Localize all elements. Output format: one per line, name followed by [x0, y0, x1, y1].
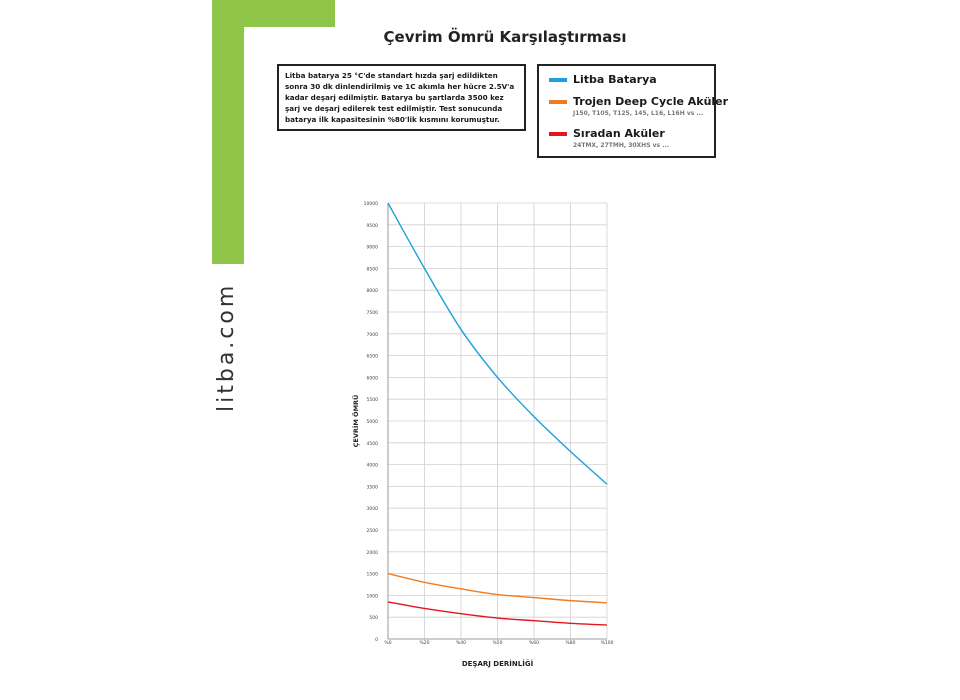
- y-tick-label: 5000: [367, 419, 379, 425]
- y-axis-label: ÇEVRİM ÖMRÜ: [351, 395, 360, 448]
- y-tick-label: 10000: [364, 201, 378, 207]
- x-tick-label: %80: [565, 640, 575, 646]
- y-tick-label: 9000: [367, 245, 379, 251]
- legend-swatch: [549, 78, 567, 82]
- series-line-1: [387, 572, 608, 604]
- series-line-2: [387, 601, 608, 626]
- x-tick-label: %50: [492, 640, 502, 646]
- legend-swatch: [549, 132, 567, 136]
- x-tick-label: %20: [419, 640, 429, 646]
- x-tick-label: %60: [529, 640, 539, 646]
- legend-label: Litba Batarya: [573, 73, 657, 86]
- y-tick-label: 500: [369, 615, 378, 621]
- x-tick-label: %100: [601, 640, 614, 646]
- x-tick-label: %0: [384, 640, 391, 646]
- y-tick-label: 7000: [367, 332, 379, 338]
- y-tick-label: 9500: [367, 223, 379, 229]
- y-tick-label: 2500: [367, 528, 379, 534]
- accent-bar-vertical: [212, 0, 244, 264]
- legend-label: Trojen Deep Cycle Aküler: [573, 95, 729, 108]
- legend-sublabel: 24TMX, 27TMH, 30XHS vs ...: [573, 142, 670, 149]
- y-tick-label: 0: [375, 637, 378, 643]
- y-tick-label: 1000: [367, 593, 379, 599]
- y-tick-label: 2000: [367, 550, 379, 556]
- y-tick-label: 5500: [367, 397, 379, 403]
- y-tick-label: 7500: [367, 310, 379, 316]
- test-note: Litba batarya 25 °C'de standart hızda şa…: [277, 64, 526, 131]
- legend-sublabel: J150, T105, T125, 145, L16, L16H vs ...: [573, 110, 704, 117]
- y-tick-label: 1500: [367, 572, 379, 578]
- chart-legend: Litba Batarya Trojen Deep Cycle Aküler J…: [537, 64, 728, 158]
- y-tick-label: 8000: [367, 288, 379, 294]
- y-tick-label: 3500: [367, 484, 379, 490]
- y-tick-label: 6000: [367, 375, 379, 381]
- y-tick-label: 6500: [367, 354, 379, 360]
- series-line-0: [387, 202, 608, 485]
- x-tick-label: %40: [456, 640, 466, 646]
- y-tick-label: 8500: [367, 266, 379, 272]
- legend-label: Sıradan Aküler: [573, 127, 665, 140]
- x-axis-label: DEŞARJ DERİNLİĞİ: [462, 659, 533, 668]
- y-tick-label: 4000: [367, 463, 379, 469]
- y-tick-label: 3000: [367, 506, 379, 512]
- chart-title: Çevrim Ömrü Karşılaştırması: [383, 28, 627, 46]
- y-tick-label: 4500: [367, 441, 379, 447]
- legend-swatch: [549, 100, 567, 104]
